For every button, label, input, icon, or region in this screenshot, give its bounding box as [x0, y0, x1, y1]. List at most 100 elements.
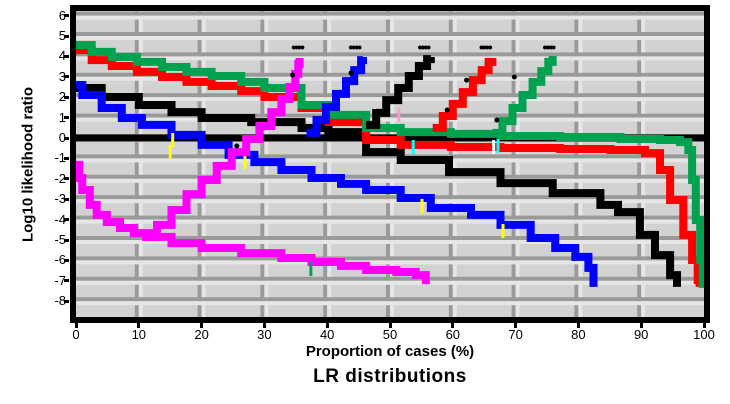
y-tick-label: -7: [54, 272, 66, 288]
grid-v-light: [138, 11, 143, 317]
grid-h-light: [76, 76, 704, 81]
y-axis-label: Log10 likelihood ratio: [19, 86, 37, 243]
accent-tick: [501, 224, 505, 239]
curve-green-ascending: [492, 56, 557, 137]
y-tick-label: -2: [54, 170, 66, 186]
curve-black-ascending: [366, 55, 435, 129]
x-tick-label: 10: [131, 327, 147, 342]
grid-h-dark: [76, 11, 704, 16]
grid-h-light: [76, 301, 704, 306]
grid-v-dark: [386, 11, 390, 317]
figure-caption: LR distributions: [313, 366, 467, 387]
grid-v-light: [452, 11, 457, 317]
grid-v-light: [201, 11, 206, 317]
curve-marker-dot: [290, 72, 296, 78]
plot-area: •••• •••• •••• •••• ••••: [76, 11, 704, 317]
accent-tick: [309, 261, 313, 276]
y-tick-label: -1: [54, 150, 66, 166]
x-tick-label: 70: [508, 327, 523, 342]
curve-green-descending: [76, 41, 704, 288]
y-tick-mark: [64, 136, 69, 140]
grid-v-dark: [574, 11, 579, 317]
curve-magenta-descending: [76, 160, 430, 285]
x-tick-label: 40: [319, 327, 335, 342]
y-tick-mark: [64, 238, 69, 242]
curve-marker-dot: [494, 117, 500, 123]
x-tick-mark: [702, 323, 706, 328]
grid-h-dark: [76, 236, 704, 240]
curve-marker-dot: [348, 70, 354, 76]
grid-v-dark: [197, 11, 202, 317]
y-tick-mark: [64, 75, 69, 79]
x-tick-label: 50: [382, 327, 398, 342]
y-tick-mark: [64, 299, 69, 303]
curve-marker-dot: [444, 107, 450, 113]
y-tick-label: -4: [54, 211, 66, 227]
y-tick-label: -8: [54, 293, 66, 309]
y-tick-mark: [64, 177, 69, 181]
accent-tick: [420, 198, 424, 213]
grid-v-dark: [134, 11, 139, 317]
grid-h-dark: [76, 195, 704, 200]
grid-h-light: [76, 56, 704, 61]
grid-h-light: [76, 219, 704, 224]
grid-h-light: [76, 36, 704, 40]
grid-v-light: [327, 11, 332, 317]
y-tick-label: 4: [58, 48, 66, 64]
x-tick-label: 90: [633, 327, 649, 342]
grid-h-dark: [76, 72, 704, 77]
accent-tick: [168, 145, 172, 160]
grid-h-light: [76, 260, 704, 265]
x-tick-mark: [576, 323, 580, 328]
y-tick-label: -3: [54, 191, 66, 207]
accent-tick: [496, 138, 500, 153]
y-tick-mark: [64, 14, 69, 18]
x-tick-mark: [137, 323, 141, 328]
grid-h-dark: [76, 276, 704, 281]
accent-tick: [411, 139, 415, 154]
grid-h-light: [76, 280, 704, 285]
curve-black-descending: [76, 84, 681, 287]
x-tick-label: 100: [693, 327, 715, 342]
grid-h-light: [76, 178, 704, 183]
grid-h-dark: [76, 93, 704, 98]
curve-blue-descending: [76, 81, 598, 287]
grid-v-light: [390, 11, 394, 317]
y-tick-label: -5: [54, 232, 66, 247]
y-tick-mark: [64, 116, 69, 120]
y-tick-mark: [64, 156, 69, 160]
accent-tick: [243, 155, 247, 170]
y-tick-mark: [64, 54, 69, 58]
y-tick-mark: [64, 258, 69, 262]
grid-v-dark: [637, 11, 642, 317]
x-tick-mark: [451, 323, 455, 328]
accent-tick: [492, 139, 496, 154]
y-tick-label: 5: [58, 28, 66, 43]
x-tick-mark: [514, 323, 518, 328]
accent-tick: [397, 107, 401, 122]
x-tick-label: 0: [72, 327, 80, 342]
grid-h-light: [76, 158, 704, 163]
grid-h-light: [76, 240, 704, 244]
x-tick-label: 80: [571, 327, 586, 342]
x-axis-label: Proportion of cases (%): [305, 343, 475, 360]
y-tick-label: 0: [58, 130, 66, 145]
grid-h-light: [76, 15, 704, 20]
y-tick-label: -6: [54, 252, 66, 268]
grid-h-light: [76, 117, 704, 122]
y-tick-label: 3: [58, 68, 66, 84]
x-tick-mark: [262, 323, 266, 328]
y-tick-label: 2: [58, 89, 66, 105]
grid-h-dark: [76, 154, 704, 159]
curve-marker-dot: [234, 143, 240, 149]
grid-h-dark: [76, 174, 704, 179]
grid-h-dark: [76, 32, 704, 36]
grid-v-dark: [323, 11, 328, 317]
y-tick-mark: [64, 279, 69, 283]
y-tick-mark: [64, 218, 69, 222]
grid-v-light: [515, 11, 520, 317]
y-tick-label: 1: [58, 109, 66, 125]
grid-h-dark: [76, 256, 704, 261]
y-tick-label: 6: [58, 7, 66, 23]
